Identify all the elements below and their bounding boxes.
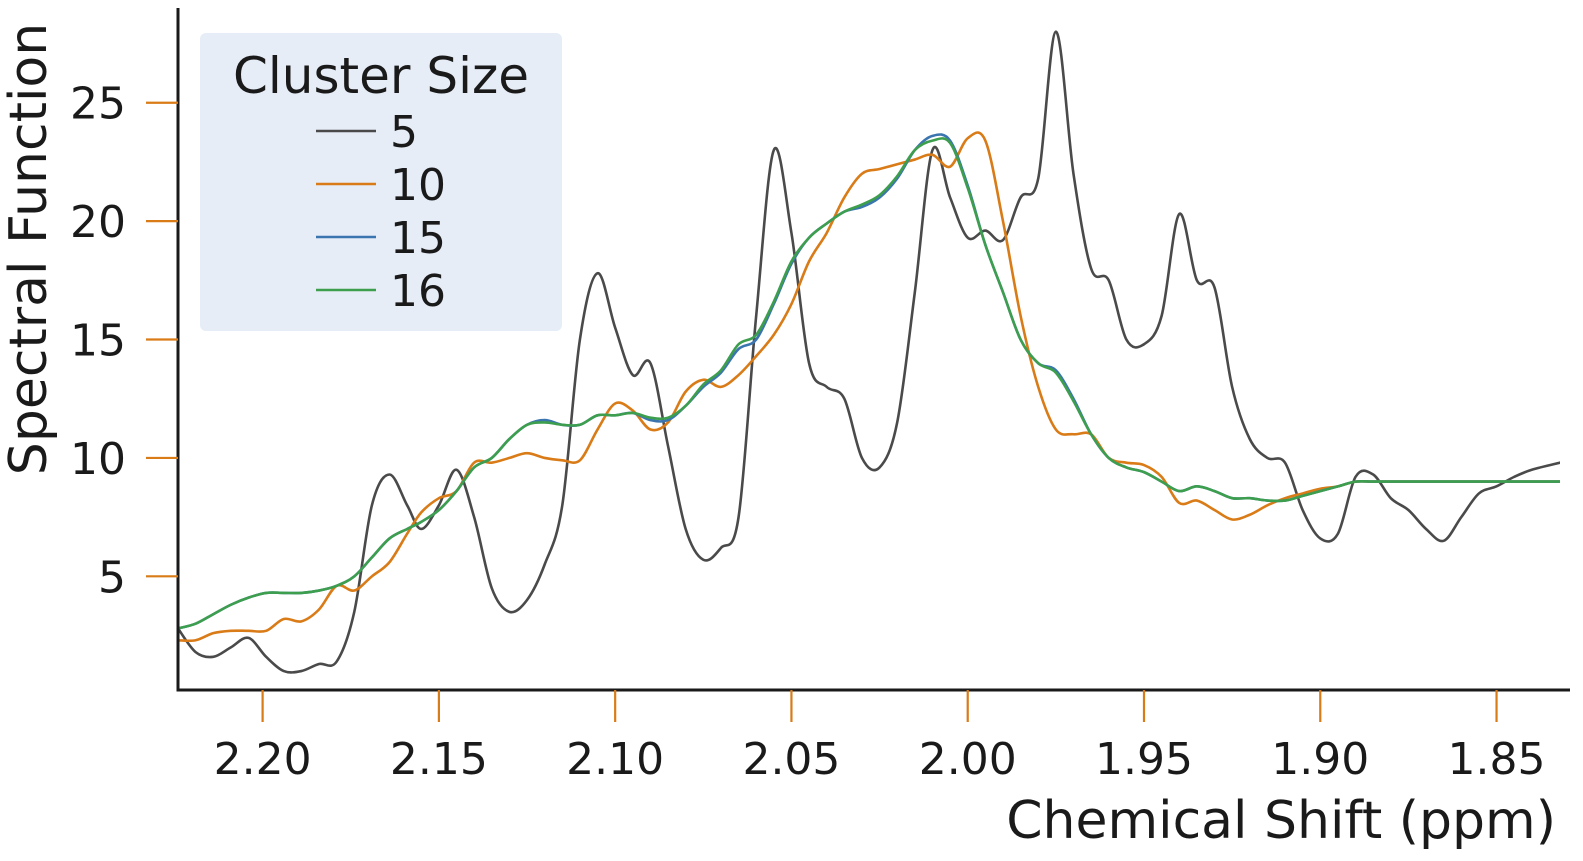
x-tick-label-1.95: 1.95	[1095, 734, 1193, 785]
ticks-layer: 2.20 2.15 2.10 2.05 2.00 1.95 1.90 1.8551015202…	[70, 79, 1546, 785]
x-tick-label-1.85: 1.85	[1448, 734, 1546, 785]
axes-layer	[176, 8, 1570, 692]
legend-label-5: 5	[390, 107, 418, 158]
legend-label-15: 15	[390, 213, 446, 264]
x-axis-label: Chemical Shift (ppm)	[1006, 791, 1556, 851]
series-line-5	[178, 30, 1560, 674]
legend-title: Cluster Size	[233, 47, 529, 105]
y-tick-label-15: 15	[70, 316, 126, 367]
legend-box	[200, 33, 562, 331]
legend-label-10: 10	[390, 160, 446, 211]
x-tick-label-2.15: 2.15	[390, 734, 488, 785]
y-tick-label-25: 25	[70, 79, 126, 130]
x-tick-label-2.00: 2.00	[919, 734, 1017, 785]
x-tick-label-2.20: 2.20	[214, 734, 312, 785]
x-tick-label-2.05: 2.05	[742, 734, 840, 785]
y-tick-label-20: 20	[70, 197, 126, 248]
series-layer	[178, 30, 1560, 674]
y-tick-label-10: 10	[70, 434, 126, 485]
x-tick-label-2.10: 2.10	[566, 734, 664, 785]
legend-label-16: 16	[390, 266, 446, 317]
y-axis-label: Spectral Function	[0, 23, 59, 475]
series-line-10	[178, 131, 1560, 643]
series-line-16	[178, 137, 1560, 630]
x-tick-label-1.90: 1.90	[1271, 734, 1369, 785]
y-tick-label-5: 5	[98, 552, 126, 603]
